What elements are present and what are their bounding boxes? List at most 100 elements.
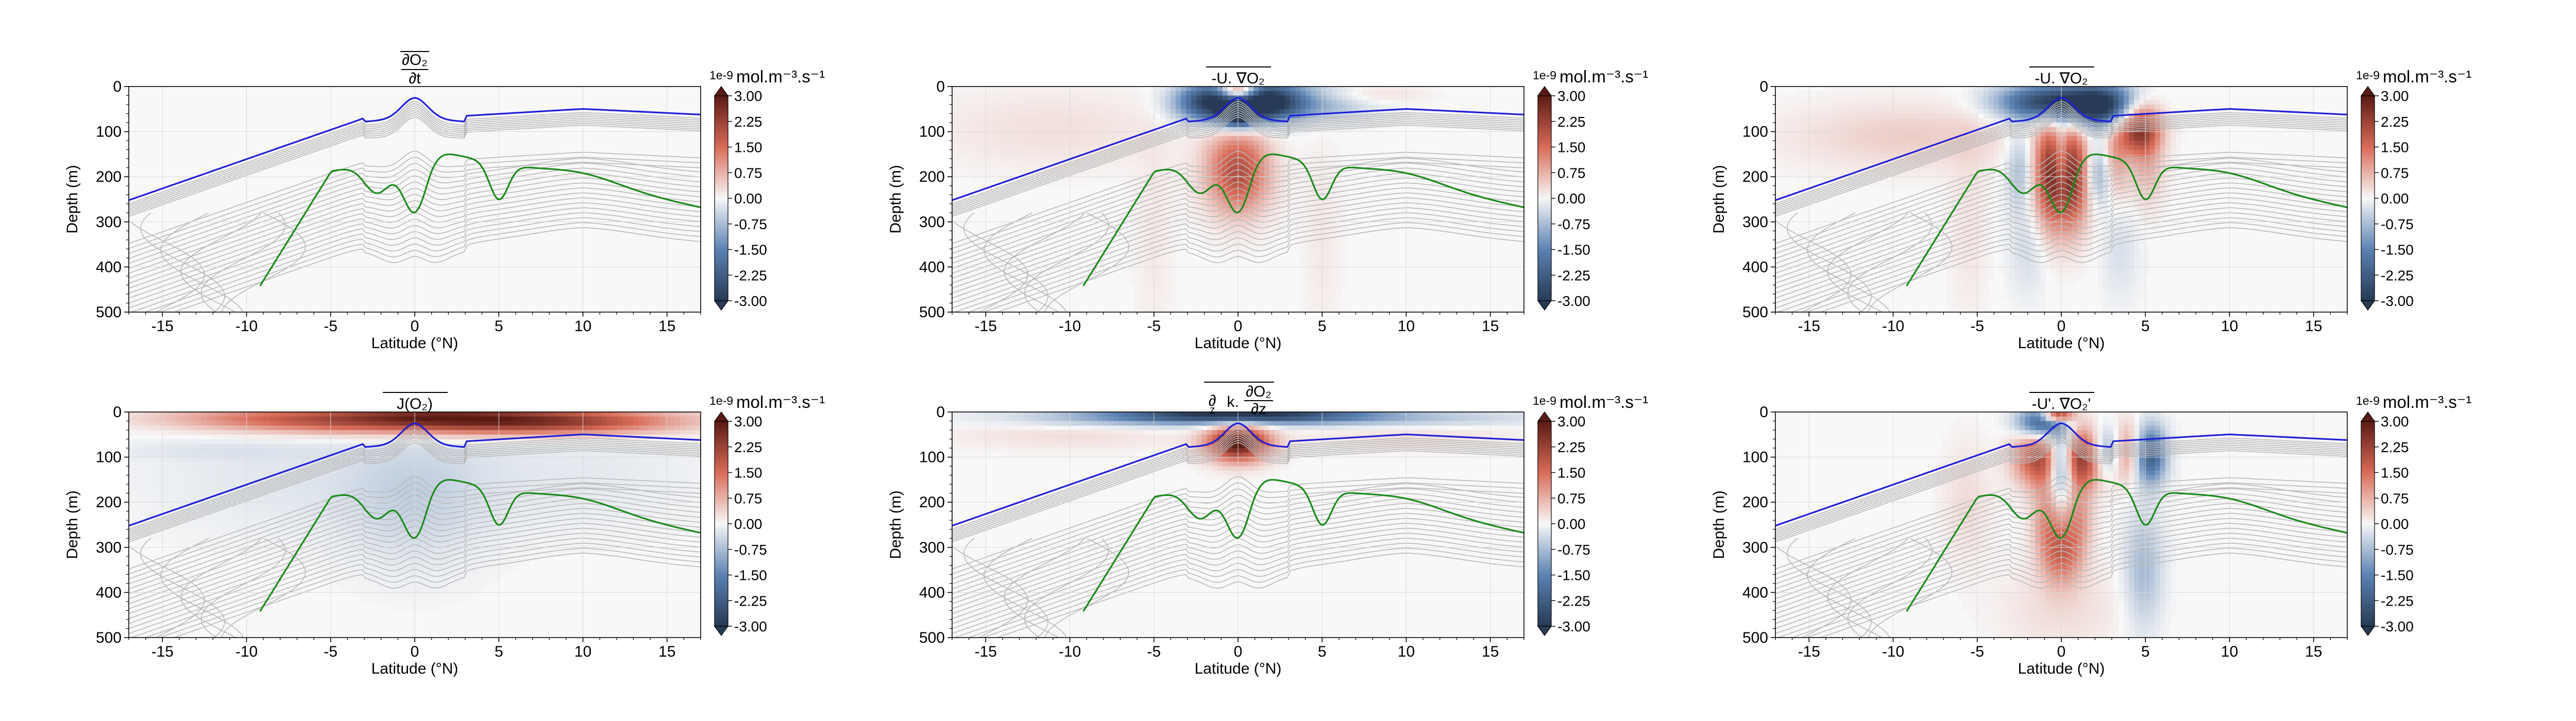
heatmap-cell [1129,127,1134,132]
heatmap-cell [1269,87,1275,92]
heatmap-cell [1331,226,1337,231]
heatmap-cell [1336,118,1343,123]
heatmap-cell [1998,109,2005,114]
heatmap-cell [1838,105,1843,110]
heatmap-cell [968,172,973,177]
heatmap-cell [962,118,968,123]
heatmap-cell [1066,141,1072,146]
heatmap-cell [1274,231,1280,236]
heatmap-cell [1061,109,1067,114]
heatmap-cell [983,131,989,136]
heatmap-cell [1300,249,1306,254]
heatmap-cell [1926,91,1932,96]
heatmap-cell [973,87,979,92]
heatmap-cell [1336,109,1343,114]
heatmap-cell [1082,154,1088,159]
heatmap-cell [1853,159,1859,164]
heatmap-cell [1217,100,1223,105]
heatmap-cell [1061,87,1067,92]
heatmap-cell [1827,145,1833,150]
heatmap-cell [1217,136,1223,141]
heatmap-cell [1931,163,1937,168]
heatmap-cell [1144,298,1150,304]
heatmap-cell [2004,271,2010,277]
heatmap-cell [1342,118,1348,123]
heatmap-cell [1321,109,1327,114]
heatmap-cell [1781,118,1786,123]
heatmap-cell [973,131,979,136]
heatmap-cell [1165,289,1171,295]
heatmap-cell [1983,271,1989,277]
heatmap-cell [2077,91,2082,96]
heatmap-cell [1212,221,1218,227]
heatmap-cell [1217,185,1223,191]
heatmap-cell [1342,267,1348,272]
heatmap-cell [1848,167,1854,173]
heatmap-cell [1900,105,1906,110]
heatmap-cell [1279,226,1285,231]
heatmap-cell [993,172,999,177]
heatmap-cell [1264,244,1270,249]
heatmap-cell [2050,154,2057,159]
heatmap-cell [1316,145,1322,150]
heatmap-cell [1295,199,1301,204]
heatmap-cell [1253,100,1259,105]
heatmap-cell [1066,109,1072,114]
colorbar-tick-label: -1.50 [1557,242,1590,258]
heatmap-cell [1905,181,1911,186]
heatmap-cell [1030,149,1036,154]
heatmap-cell [1248,163,1254,168]
colorbar-tick-label: -3.00 [1557,293,1590,309]
heatmap-cell [2040,136,2046,141]
heatmap-cell [1921,91,1927,96]
heatmap-cell [1040,109,1046,114]
heatmap-cell [2035,285,2041,290]
heatmap-cell [993,91,999,96]
heatmap-cell [1822,167,1828,173]
heatmap-cell [2045,136,2052,141]
heatmap-cell [1879,109,1885,114]
heatmap-cell [1175,100,1181,105]
heatmap-cell [2030,145,2036,150]
heatmap-cell [1388,109,1395,114]
heatmap-cell [1321,163,1327,168]
heatmap-cell [1149,303,1156,308]
heatmap-cell [1311,105,1316,110]
heatmap-cell [1336,294,1343,299]
heatmap-cell [1144,123,1150,128]
heatmap-cell [1316,253,1322,259]
heatmap-cell [2092,231,2098,236]
heatmap-cell [1978,145,1984,150]
heatmap-cell [1336,249,1343,254]
heatmap-cell [1863,113,1870,118]
heatmap-cell [1806,105,1812,110]
heatmap-cell [1035,136,1041,141]
heatmap-cell [1968,109,1974,114]
heatmap-cell [2082,154,2088,159]
heatmap-cell [978,91,984,96]
heatmap-cell [1284,181,1291,186]
heatmap-cell [1259,195,1265,200]
heatmap-cell [2097,249,2104,254]
heatmap-cell [1430,87,1436,92]
heatmap-cell [1968,113,1974,118]
heatmap-cell [1941,185,1947,191]
heatmap-cell [1165,145,1171,150]
heatmap-cell [1838,91,1843,96]
heatmap-cell [1061,172,1067,177]
heatmap-cell [2014,109,2020,114]
heatmap-cell [1139,253,1145,259]
heatmap-cell [1092,109,1098,114]
heatmap-cell [2020,127,2025,132]
heatmap-cell [1129,217,1134,222]
heatmap-cell [2035,217,2041,222]
heatmap-cell [1921,105,1927,110]
heatmap-cell [1020,163,1025,168]
heatmap-cell [1155,253,1161,259]
heatmap-cell [1316,244,1322,249]
heatmap-cell [1801,109,1807,114]
heatmap-cell [983,141,989,146]
heatmap-cell [1284,199,1291,204]
heatmap-cell [1118,154,1124,159]
heatmap-cell [1998,127,2005,132]
